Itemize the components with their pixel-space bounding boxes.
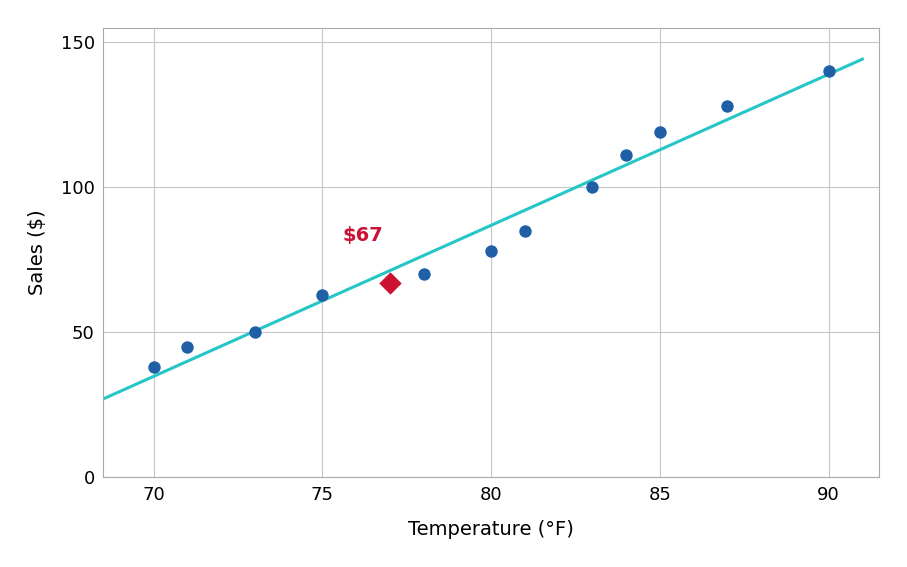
- Point: [619, 151, 633, 160]
- Y-axis label: Sales ($): Sales ($): [28, 210, 47, 295]
- Point: [248, 328, 262, 337]
- Point: [180, 342, 195, 352]
- Point: [316, 290, 330, 299]
- Point: [416, 270, 431, 279]
- Point: [720, 101, 735, 111]
- Point: [822, 67, 836, 76]
- Point: [653, 128, 668, 137]
- Point: [383, 278, 397, 287]
- Point: [484, 247, 499, 256]
- Text: $67: $67: [343, 226, 384, 246]
- Point: [147, 362, 161, 371]
- Point: [518, 226, 532, 235]
- X-axis label: Temperature (°F): Temperature (°F): [408, 520, 574, 539]
- Point: [585, 183, 600, 192]
